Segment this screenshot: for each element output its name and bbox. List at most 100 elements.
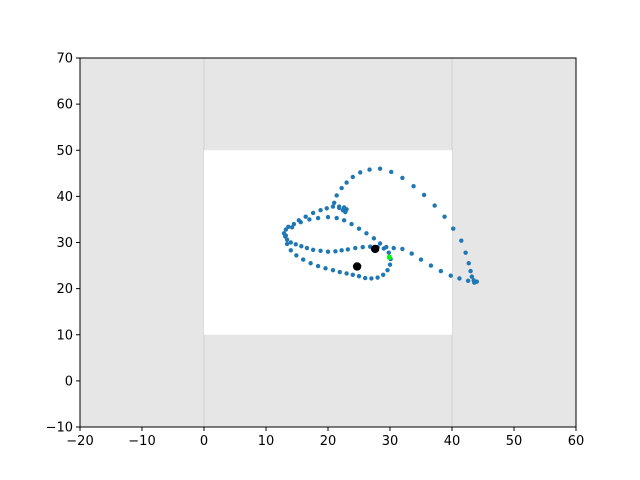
data-point — [459, 238, 464, 243]
data-point — [469, 274, 475, 279]
data-point — [377, 241, 383, 246]
data-point — [451, 226, 456, 231]
data-point — [409, 251, 414, 256]
data-point — [411, 184, 416, 189]
data-point — [457, 276, 462, 281]
data-point — [283, 227, 289, 232]
data-point — [337, 269, 342, 275]
data-point — [438, 268, 444, 274]
data-point — [289, 225, 295, 230]
data-point — [380, 272, 386, 277]
x-axis: −20 −10 0 10 20 30 40 50 60 — [66, 427, 584, 449]
data-point — [400, 246, 405, 252]
data-point — [298, 220, 303, 225]
data-point — [472, 279, 477, 284]
data-point — [364, 231, 369, 236]
data-point — [448, 273, 453, 278]
data-point — [463, 250, 468, 255]
x-tick-label: −10 — [128, 434, 155, 449]
data-point — [339, 248, 344, 253]
y-tick-label: 20 — [56, 282, 73, 297]
data-point — [345, 247, 351, 252]
data-point — [391, 245, 396, 251]
data-point — [432, 203, 437, 208]
data-point — [330, 267, 336, 273]
x-tick-label: 0 — [200, 434, 208, 449]
data-point — [428, 263, 434, 268]
data-point — [301, 257, 306, 262]
trajectory-series — [281, 166, 479, 285]
data-point — [310, 210, 316, 216]
y-tick-label: −10 — [46, 421, 73, 436]
data-point — [288, 248, 293, 253]
data-point — [310, 247, 316, 253]
data-point — [377, 166, 383, 171]
arena-region — [204, 150, 452, 335]
data-point — [341, 218, 347, 223]
data-point — [371, 236, 377, 241]
data-point — [315, 215, 321, 221]
data-point — [340, 208, 346, 213]
data-point — [334, 193, 339, 198]
data-point — [332, 200, 337, 206]
x-tick-label: 40 — [444, 434, 461, 449]
data-point — [318, 248, 323, 254]
data-point — [421, 192, 427, 198]
x-tick-label: 20 — [320, 434, 337, 449]
data-point — [294, 253, 299, 258]
data-point — [308, 261, 313, 266]
data-point — [465, 278, 471, 283]
data-point — [400, 175, 405, 181]
x-tick-label: 10 — [258, 434, 275, 449]
y-tick-label: 60 — [56, 98, 73, 113]
data-point — [387, 262, 393, 267]
data-point — [307, 217, 312, 222]
data-point — [330, 204, 336, 209]
data-point — [284, 237, 290, 242]
data-point — [442, 214, 447, 219]
data-point — [360, 244, 365, 250]
data-point — [324, 206, 329, 211]
highlight-point — [370, 244, 380, 254]
x-tick-label: 60 — [568, 434, 585, 449]
highlight-point — [386, 254, 392, 260]
data-point — [299, 243, 304, 249]
data-point — [283, 233, 289, 238]
y-tick-label: 50 — [56, 144, 73, 159]
data-point — [386, 250, 391, 255]
data-point — [353, 245, 358, 251]
data-point — [356, 273, 362, 279]
data-point — [369, 276, 374, 281]
data-point — [323, 266, 328, 271]
data-point — [466, 261, 471, 266]
y-tick-label: 10 — [56, 328, 73, 343]
data-point — [288, 240, 293, 245]
data-point — [418, 257, 424, 262]
data-point — [336, 205, 342, 211]
data-point — [304, 245, 310, 251]
x-tick-label: 50 — [506, 434, 523, 449]
data-point — [367, 167, 372, 172]
data-point — [350, 174, 355, 180]
data-point — [375, 275, 380, 280]
data-point — [363, 275, 368, 281]
y-tick-label: 40 — [56, 190, 73, 205]
y-tick-label: 0 — [65, 374, 73, 389]
data-point — [284, 241, 290, 247]
x-tick-label: −20 — [66, 434, 93, 449]
data-point — [356, 226, 362, 231]
data-point — [350, 272, 355, 277]
data-point — [315, 263, 321, 269]
data-point — [334, 215, 339, 221]
data-point — [291, 221, 297, 227]
y-axis: −10 0 10 20 30 40 50 60 70 — [46, 52, 80, 436]
data-point — [385, 267, 390, 273]
data-point — [318, 208, 323, 213]
data-point — [349, 221, 354, 227]
data-point — [344, 271, 349, 276]
data-point — [339, 185, 344, 191]
data-point — [468, 268, 473, 274]
data-point — [325, 249, 331, 254]
data-point — [384, 244, 389, 250]
